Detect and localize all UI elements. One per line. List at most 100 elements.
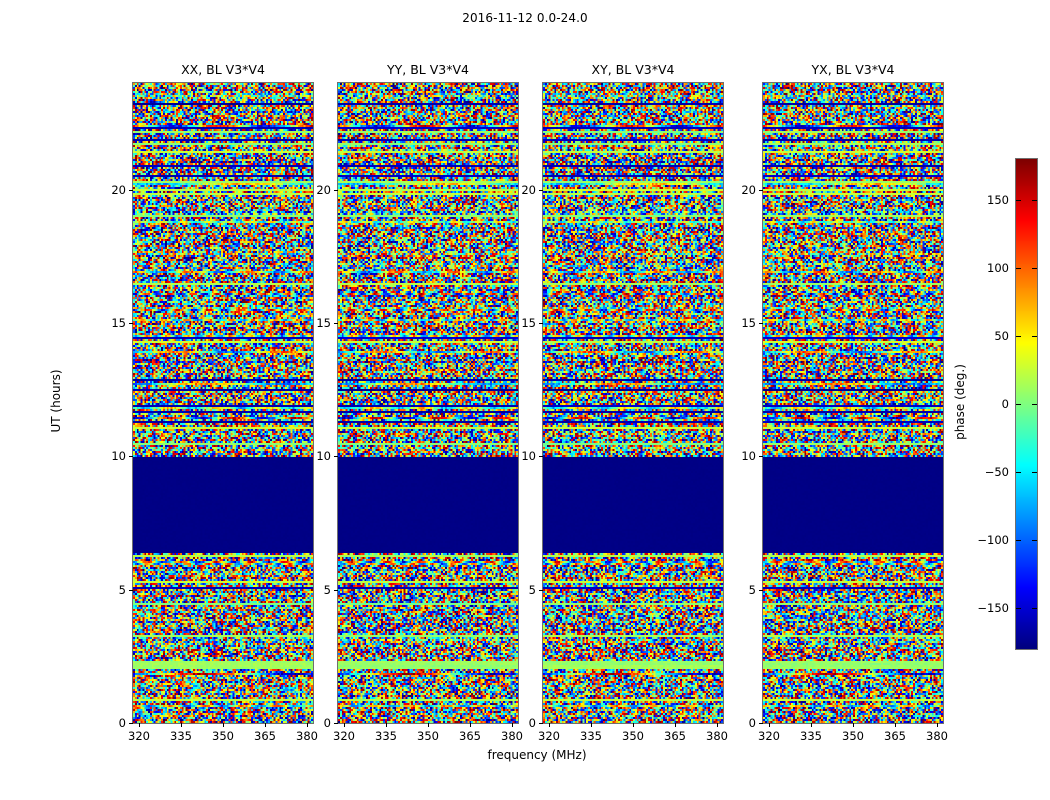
y-tick-label: 5	[323, 583, 331, 597]
colorbar-tick-label: −50	[984, 465, 1009, 479]
x-tick-label: 365	[664, 729, 686, 743]
panel-xx[interactable]: XX, BL V3*V4	[132, 62, 314, 724]
waterfall-image-xx	[133, 83, 313, 723]
panel-xy[interactable]: XY, BL V3*V4	[542, 62, 724, 724]
colorbar-label: phase (deg.)	[953, 364, 967, 440]
x-tick-mark	[549, 723, 550, 727]
x-tick-label: 350	[842, 729, 864, 743]
x-tick-label: 350	[212, 729, 234, 743]
y-tick-label: 10	[111, 449, 126, 463]
y-tick-mark	[129, 190, 133, 191]
colorbar-tick-label: 0	[1001, 397, 1009, 411]
x-tick-mark	[181, 723, 182, 727]
y-tick-label: 0	[118, 716, 126, 730]
y-tick-mark	[129, 590, 133, 591]
y-tick-mark	[539, 323, 543, 324]
y-tick-label: 0	[528, 716, 536, 730]
y-tick-mark	[334, 190, 338, 191]
x-tick-mark	[223, 723, 224, 727]
x-tick-mark	[386, 723, 387, 727]
colorbar-tick-mark	[1016, 404, 1021, 405]
x-tick-mark	[428, 723, 429, 727]
y-tick-label: 20	[316, 183, 331, 197]
colorbar-tick-mark	[1016, 268, 1021, 269]
y-tick-label: 15	[521, 316, 536, 330]
x-tick-mark	[675, 723, 676, 727]
y-tick-mark	[539, 590, 543, 591]
panel-title-xy: XY, BL V3*V4	[591, 62, 675, 77]
x-tick-mark	[717, 723, 718, 727]
y-tick-mark	[759, 590, 763, 591]
x-tick-label: 380	[296, 729, 318, 743]
x-tick-label: 380	[926, 729, 948, 743]
y-tick-mark	[129, 723, 133, 724]
y-tick-label: 5	[748, 583, 756, 597]
colorbar-tick-mark	[1032, 608, 1037, 609]
x-tick-mark	[811, 723, 812, 727]
colorbar-tick-mark	[1016, 336, 1021, 337]
y-tick-label: 5	[118, 583, 126, 597]
colorbar-tick-mark	[1032, 336, 1037, 337]
waterfall-image-yx	[763, 83, 943, 723]
colorbar[interactable]	[1015, 158, 1038, 650]
colorbar-tick-mark	[1032, 268, 1037, 269]
panel-yx[interactable]: YX, BL V3*V4	[762, 62, 944, 724]
colorbar-tick-mark	[1016, 472, 1021, 473]
panel-title-yx: YX, BL V3*V4	[811, 62, 895, 77]
y-tick-mark	[539, 723, 543, 724]
y-axis-label: UT (hours)	[49, 369, 63, 433]
y-tick-mark	[334, 590, 338, 591]
x-tick-label: 320	[333, 729, 355, 743]
y-tick-label: 10	[316, 449, 331, 463]
y-tick-label: 10	[521, 449, 536, 463]
x-tick-label: 380	[706, 729, 728, 743]
y-tick-label: 10	[741, 449, 756, 463]
x-tick-mark	[853, 723, 854, 727]
y-tick-label: 15	[316, 316, 331, 330]
x-tick-mark	[139, 723, 140, 727]
colorbar-tick-label: 100	[987, 261, 1009, 275]
y-tick-label: 20	[741, 183, 756, 197]
y-tick-label: 15	[741, 316, 756, 330]
y-tick-mark	[759, 723, 763, 724]
y-tick-mark	[129, 323, 133, 324]
x-tick-label: 320	[758, 729, 780, 743]
panel-title-yy: YY, BL V3*V4	[387, 62, 469, 77]
x-tick-label: 380	[501, 729, 523, 743]
y-tick-mark	[759, 456, 763, 457]
y-tick-mark	[759, 190, 763, 191]
y-tick-label: 15	[111, 316, 126, 330]
colorbar-tick-mark	[1016, 200, 1021, 201]
x-tick-label: 365	[459, 729, 481, 743]
x-tick-mark	[344, 723, 345, 727]
y-tick-label: 0	[323, 716, 331, 730]
x-tick-mark	[307, 723, 308, 727]
x-tick-mark	[769, 723, 770, 727]
colorbar-tick-label: 50	[994, 329, 1009, 343]
y-tick-mark	[539, 456, 543, 457]
colorbar-tick-mark	[1032, 200, 1037, 201]
colorbar-tick-label: −100	[977, 533, 1009, 547]
x-tick-label: 365	[254, 729, 276, 743]
y-tick-mark	[334, 723, 338, 724]
colorbar-tick-mark	[1016, 540, 1021, 541]
x-tick-label: 335	[375, 729, 397, 743]
x-tick-mark	[633, 723, 634, 727]
x-tick-mark	[265, 723, 266, 727]
colorbar-gradient	[1016, 159, 1037, 649]
y-tick-mark	[334, 456, 338, 457]
y-tick-mark	[334, 323, 338, 324]
waterfall-image-yy	[338, 83, 518, 723]
x-axis-label: frequency (MHz)	[487, 748, 587, 762]
y-tick-label: 5	[528, 583, 536, 597]
colorbar-tick-mark	[1016, 608, 1021, 609]
x-tick-label: 335	[580, 729, 602, 743]
x-tick-label: 320	[128, 729, 150, 743]
colorbar-tick-mark	[1032, 540, 1037, 541]
y-tick-label: 0	[748, 716, 756, 730]
panel-yy[interactable]: YY, BL V3*V4	[337, 62, 519, 724]
x-tick-mark	[937, 723, 938, 727]
panel-title-xx: XX, BL V3*V4	[181, 62, 265, 77]
colorbar-tick-mark	[1032, 404, 1037, 405]
x-tick-label: 350	[622, 729, 644, 743]
